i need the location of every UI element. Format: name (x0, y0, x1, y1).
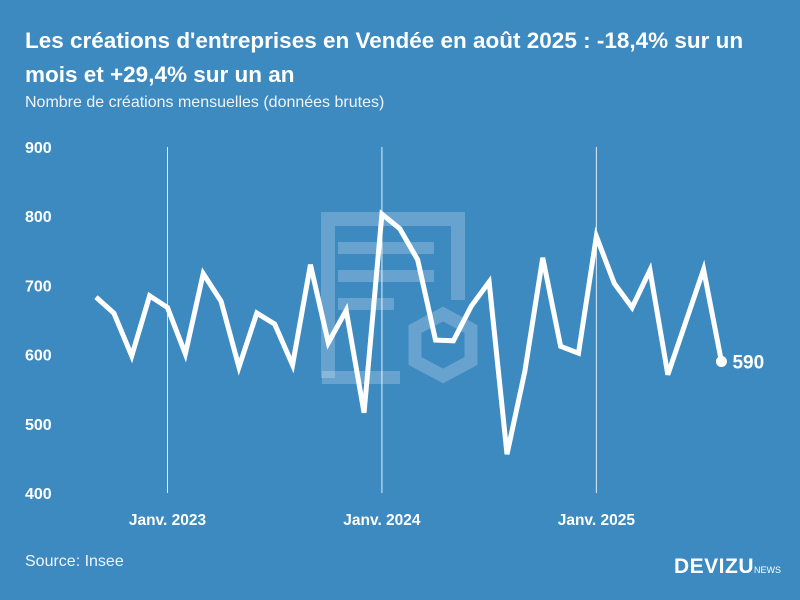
end-value-label: 590 (732, 353, 764, 374)
x-tick-label: Janv. 2025 (558, 512, 636, 529)
series-line (94, 209, 724, 455)
chart-title: Les créations d'entreprises en Vendée en… (25, 28, 744, 87)
brand-logo: DEVIZUNEWS (674, 555, 781, 579)
y-tick-label: 500 (25, 417, 52, 434)
y-tick-label: 400 (25, 486, 52, 503)
y-tick-label: 600 (25, 348, 52, 365)
end-point-marker (715, 356, 727, 368)
logo-main: DEVIZU (674, 555, 755, 578)
x-tick-label: Janv. 2024 (343, 512, 421, 529)
x-tick-label: Janv. 2023 (129, 512, 207, 529)
logo-sub: NEWS (754, 565, 782, 575)
source-note: Source: Insee (25, 553, 124, 570)
y-tick-label: 900 (25, 140, 52, 157)
y-tick-label: 700 (25, 278, 52, 295)
chart-subtitle: Nombre de créations mensuelles (données … (25, 94, 385, 111)
watermark-logo-icon (321, 212, 478, 384)
y-tick-label: 800 (25, 209, 52, 226)
